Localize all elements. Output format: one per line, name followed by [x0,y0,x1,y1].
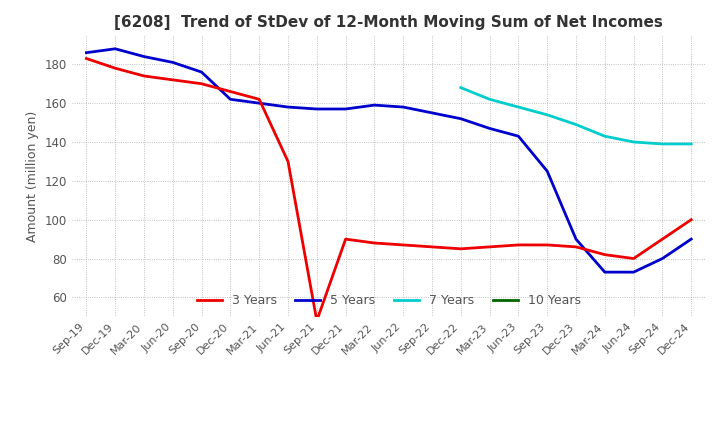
7 Years [658,141,667,147]
3 Years [600,252,609,257]
7 Years [456,85,465,90]
5 Years [687,236,696,242]
5 Years [600,269,609,275]
3 Years [370,240,379,246]
Line: 3 Years: 3 Years [86,59,691,321]
5 Years [82,50,91,55]
3 Years [168,77,177,83]
Title: [6208]  Trend of StDev of 12-Month Moving Sum of Net Incomes: [6208] Trend of StDev of 12-Month Moving… [114,15,663,30]
7 Years [629,139,638,145]
3 Years [111,66,120,71]
3 Years [572,244,580,249]
5 Years [284,104,292,110]
Line: 5 Years: 5 Years [86,49,691,272]
5 Years [485,126,494,131]
5 Years [341,106,350,112]
5 Years [514,134,523,139]
3 Years [341,236,350,242]
5 Years [226,97,235,102]
3 Years [514,242,523,248]
5 Years [456,116,465,121]
5 Years [140,54,148,59]
5 Years [428,110,436,116]
3 Years [658,236,667,242]
3 Years [456,246,465,252]
7 Years [600,134,609,139]
5 Years [111,46,120,51]
7 Years [572,122,580,127]
7 Years [543,112,552,117]
7 Years [485,97,494,102]
3 Years [197,81,206,86]
3 Years [543,242,552,248]
Legend: 3 Years, 5 Years, 7 Years, 10 Years: 3 Years, 5 Years, 7 Years, 10 Years [190,288,588,313]
3 Years [312,318,321,323]
3 Years [687,217,696,222]
3 Years [485,244,494,249]
5 Years [658,256,667,261]
7 Years [687,141,696,147]
5 Years [312,106,321,112]
5 Years [399,104,408,110]
3 Years [399,242,408,248]
3 Years [428,244,436,249]
5 Years [197,70,206,75]
3 Years [284,159,292,164]
5 Years [572,236,580,242]
7 Years [514,104,523,110]
5 Years [370,103,379,108]
3 Years [82,56,91,61]
5 Years [168,60,177,65]
Line: 7 Years: 7 Years [461,88,691,144]
Y-axis label: Amount (million yen): Amount (million yen) [26,110,39,242]
3 Years [140,73,148,79]
3 Years [629,256,638,261]
5 Years [543,169,552,174]
5 Years [255,100,264,106]
5 Years [629,269,638,275]
3 Years [255,97,264,102]
3 Years [226,89,235,94]
